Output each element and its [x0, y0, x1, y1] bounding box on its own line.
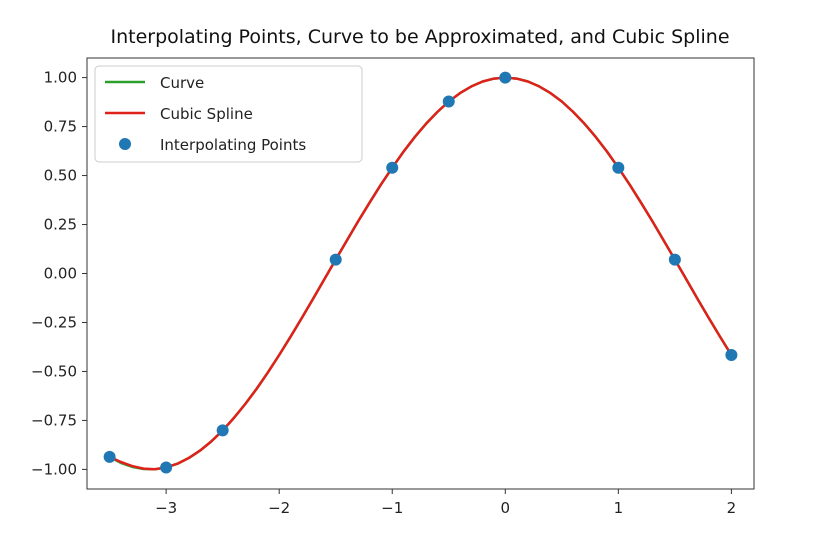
legend-curve-label: Curve — [160, 74, 204, 92]
x-tick-label: −2 — [268, 499, 290, 517]
legend: Curve Cubic Spline Interpolating Points — [94, 65, 363, 163]
legend-interpolating-points-swatch — [119, 138, 131, 150]
y-tick-label: 0.50 — [44, 167, 77, 185]
y-axis: 1.00 0.75 0.50 0.25 0.00 −0.25 −0.50 −0.75 −1.00 — [31, 69, 87, 478]
x-tick-label: 2 — [727, 499, 737, 517]
y-tick-label: −1.00 — [31, 460, 77, 478]
y-tick-label: 0.25 — [44, 216, 77, 234]
series-line-cubic-spline — [108, 76, 733, 471]
data-point — [442, 95, 455, 108]
y-tick-label: −0.50 — [31, 362, 77, 380]
y-tick-label: 0.00 — [44, 265, 77, 283]
data-point — [160, 461, 173, 474]
x-tick-label: 1 — [614, 499, 624, 517]
data-point — [668, 253, 681, 266]
legend-cubic-spline-label: Cubic Spline — [160, 105, 253, 123]
legend-box — [94, 65, 363, 163]
x-axis: −3 −2 −1 0 1 2 — [155, 489, 736, 517]
data-point — [386, 161, 399, 174]
data-point — [499, 71, 512, 84]
y-tick-label: 1.00 — [44, 69, 77, 87]
x-tick-label: 0 — [501, 499, 511, 517]
data-point — [725, 348, 738, 361]
data-point — [329, 253, 342, 266]
series-layer — [103, 71, 738, 474]
y-tick-label: −0.75 — [31, 411, 77, 429]
legend-interpolating-points-label: Interpolating Points — [160, 136, 306, 154]
x-tick-label: −3 — [155, 499, 177, 517]
chart-title: Interpolating Points, Curve to be Approx… — [110, 26, 729, 48]
y-tick-label: 0.75 — [44, 118, 77, 136]
data-point — [103, 450, 116, 463]
data-point — [216, 424, 229, 437]
data-point — [612, 161, 625, 174]
x-tick-label: −1 — [381, 499, 403, 517]
y-tick-label: −0.25 — [31, 313, 77, 331]
